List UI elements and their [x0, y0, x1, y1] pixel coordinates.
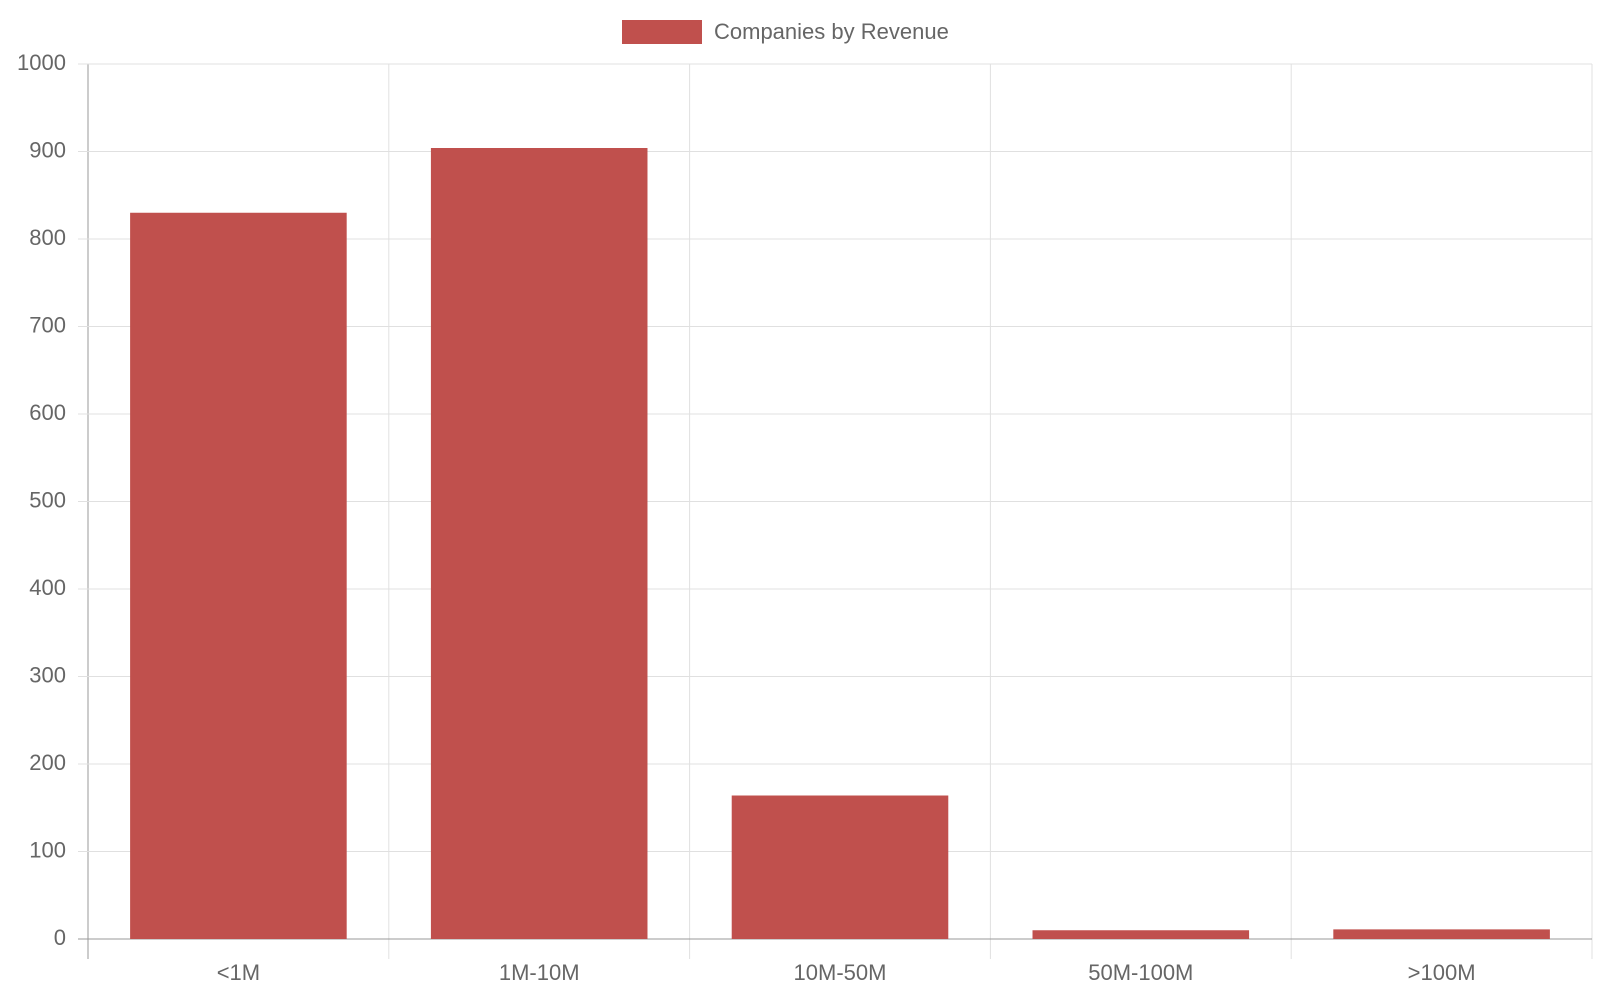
- bar: [130, 212, 347, 939]
- bar: [430, 148, 648, 939]
- legend-label: Companies by Revenue: [714, 19, 949, 44]
- bar: [1333, 929, 1550, 939]
- y-tick-label: 900: [29, 137, 66, 162]
- legend: Companies by Revenue: [622, 19, 949, 44]
- x-tick-label: 50M-100M: [1088, 960, 1193, 985]
- x-tick-label: <1M: [217, 960, 260, 985]
- x-tick-label: >100M: [1408, 960, 1476, 985]
- x-tick-label: 1M-10M: [499, 960, 580, 985]
- y-tick-label: 0: [54, 925, 66, 950]
- y-tick-label: 700: [29, 312, 66, 337]
- legend-swatch: [622, 20, 702, 44]
- y-tick-label: 300: [29, 662, 66, 687]
- x-tick-label: 10M-50M: [794, 960, 887, 985]
- y-tick-label: 500: [29, 487, 66, 512]
- y-tick-label: 1000: [17, 50, 66, 75]
- bar: [1032, 930, 1250, 939]
- y-tick-label: 800: [29, 225, 66, 250]
- y-tick-label: 200: [29, 750, 66, 775]
- y-tick-label: 400: [29, 575, 66, 600]
- y-tick-label: 100: [29, 837, 66, 862]
- bar: [731, 795, 949, 939]
- y-tick-label: 600: [29, 400, 66, 425]
